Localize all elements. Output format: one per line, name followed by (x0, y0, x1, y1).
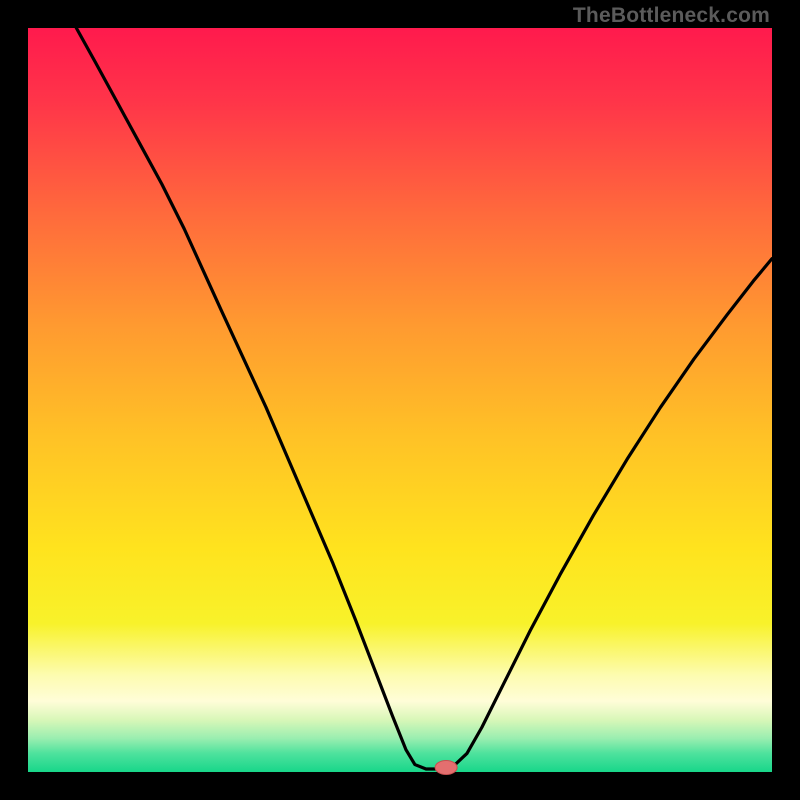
plot-area (28, 28, 772, 772)
chart-frame: TheBottleneck.com (0, 0, 800, 800)
chart-svg (28, 28, 772, 772)
watermark-label: TheBottleneck.com (573, 4, 770, 28)
optimum-marker (435, 761, 457, 775)
bottleneck-curve (76, 28, 772, 769)
